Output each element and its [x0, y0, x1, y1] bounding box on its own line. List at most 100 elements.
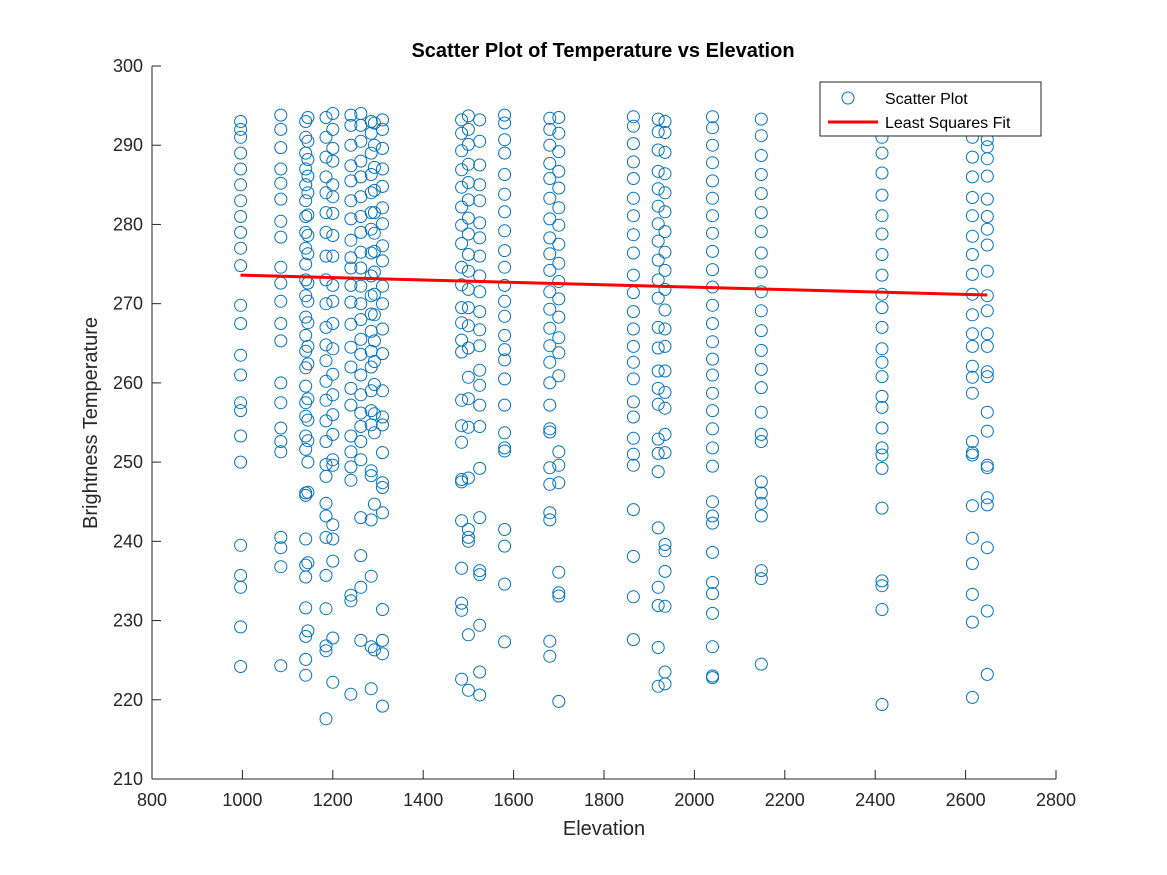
scatter-point [543, 422, 557, 436]
scatter-point [980, 667, 994, 681]
scatter-point [706, 368, 719, 382]
y-tick-label: 270 [113, 294, 143, 314]
scatter-point [706, 121, 719, 135]
x-tick-label: 2800 [1036, 790, 1076, 810]
scatter-point [651, 291, 665, 305]
scatter-point [344, 594, 358, 608]
scatter-point [498, 426, 512, 440]
scatter-point [354, 435, 368, 448]
scatter-point [626, 155, 640, 169]
scatter-point [965, 615, 979, 629]
scatter-point [326, 675, 340, 689]
scatter-point [301, 169, 315, 183]
scatter-point [274, 659, 288, 673]
scatter-point [461, 683, 475, 697]
scatter-point [980, 192, 994, 206]
scatter-point [299, 668, 313, 682]
scatter-point [552, 256, 566, 270]
scatter-point [965, 327, 979, 341]
scatter-point [552, 458, 566, 472]
scatter-point [626, 339, 640, 353]
scatter-point [473, 216, 487, 230]
scatter-point [319, 712, 333, 726]
scatter-point [651, 679, 665, 693]
scatter-point [299, 570, 313, 584]
scatter-point [299, 241, 313, 255]
scatter-point [626, 633, 640, 647]
scatter-point [301, 134, 315, 148]
scatter-point [455, 393, 469, 407]
scatter-point [543, 339, 557, 353]
scatter-point [301, 208, 315, 222]
scatter-point [367, 407, 381, 421]
scatter-point [543, 172, 557, 185]
scatter-point [980, 491, 994, 505]
scatter-point [364, 246, 378, 260]
scatter-point [706, 386, 719, 400]
scatter-point [473, 568, 487, 582]
scatter-point [965, 690, 979, 704]
scatter-point [658, 385, 672, 399]
scatter-point [367, 116, 381, 130]
scatter-point [706, 516, 719, 530]
scatter-point [367, 287, 381, 301]
scatter-point [364, 513, 378, 527]
y-tick-label: 260 [113, 373, 143, 393]
scatter-point [754, 572, 768, 586]
scatter-point [461, 471, 475, 485]
scatter-point [455, 345, 469, 359]
scatter-point [626, 268, 640, 282]
scatter-point [552, 589, 566, 603]
scatter-point [706, 352, 719, 366]
scatter-point [543, 398, 557, 412]
scatter-point [552, 237, 566, 251]
fit-line-layer [240, 273, 988, 297]
scatter-point [626, 322, 640, 336]
scatter-point [367, 426, 381, 440]
scatter-point [354, 453, 368, 467]
scatter-point [326, 458, 340, 472]
scatter-point [980, 541, 994, 555]
scatter-point [552, 310, 566, 324]
scatter-point [299, 442, 313, 456]
scatter-point [455, 218, 469, 232]
scatter-point [301, 111, 315, 124]
scatter-point [543, 138, 557, 152]
scatter-point [326, 427, 340, 441]
scatter-point [461, 530, 475, 544]
scatter-point [658, 401, 672, 415]
scatter-point [543, 285, 557, 299]
scatter-point [473, 688, 487, 702]
scatter-point [498, 260, 512, 274]
scatter-point [319, 111, 333, 124]
scatter-point [543, 634, 557, 648]
scatter-point [354, 279, 368, 293]
scatter-point [299, 601, 313, 615]
y-axis-ticks: 210 220 230 240 250 260 270 280 290 300 [113, 56, 161, 789]
scatter-point [354, 245, 368, 259]
scatter-point [473, 305, 487, 319]
scatter-point [754, 129, 768, 143]
scatter-point [234, 122, 248, 136]
scatter-point [651, 432, 665, 446]
scatter-point [299, 379, 313, 393]
scatter-point [354, 347, 368, 361]
scatter-point [234, 396, 248, 410]
scatter-point [301, 186, 315, 200]
scatter-point [274, 530, 288, 544]
scatter-point [376, 201, 389, 215]
x-tick-label: 1200 [313, 790, 353, 810]
scatter-point [473, 339, 487, 353]
scatter-point [875, 248, 889, 261]
scatter-point [344, 340, 358, 354]
scatter-point [319, 568, 333, 582]
scatter-point [980, 327, 994, 341]
scatter-point [658, 245, 672, 259]
scatter-point [461, 420, 475, 434]
scatter-point [234, 241, 248, 255]
least-squares-fit-line [240, 273, 988, 297]
scatter-point [980, 498, 994, 512]
scatter-point [658, 538, 672, 551]
scatter-point [965, 339, 979, 353]
scatter-point [754, 112, 768, 126]
